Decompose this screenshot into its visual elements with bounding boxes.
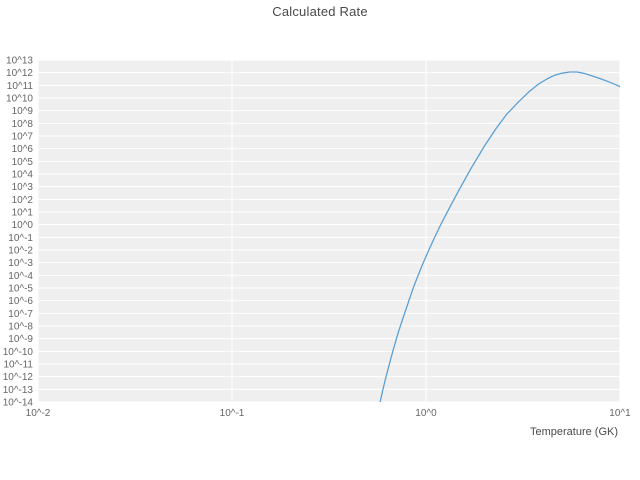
x-tick-label: 10^0 [415, 408, 437, 419]
y-tick-label: 10^-5 [8, 284, 33, 295]
y-tick-label: 10^6 [12, 144, 34, 155]
y-tick-label: 10^-12 [3, 372, 34, 383]
y-tick-label: 10^8 [12, 119, 34, 130]
y-tick-label: 10^12 [6, 68, 33, 79]
y-tick-label: 10^13 [6, 56, 33, 67]
y-tick-label: 10^-4 [8, 271, 33, 282]
y-tick-label: 10^2 [12, 195, 34, 206]
y-tick-label: 10^5 [12, 157, 34, 168]
y-tick-label: 10^0 [12, 220, 34, 231]
y-tick-label: 10^10 [6, 94, 33, 105]
y-tick-label: 10^-2 [8, 246, 33, 257]
x-tick-label: 10^-1 [220, 408, 245, 419]
y-tick-label: 10^1 [12, 208, 34, 219]
y-tick-label: 10^-14 [3, 398, 34, 409]
series-line-calculated-rate [379, 71, 620, 402]
y-tick-label: 10^-3 [8, 258, 33, 269]
y-tick-label: 10^9 [12, 106, 34, 117]
x-tick-label: 10^-2 [26, 408, 51, 419]
y-tick-label: 10^-11 [3, 360, 33, 371]
y-tick-label: 10^-1 [8, 233, 33, 244]
y-tick-label: 10^3 [12, 182, 34, 193]
y-tick-label: 10^-6 [8, 296, 33, 307]
y-tick-label: 10^-7 [8, 309, 33, 320]
plot-panel [38, 60, 620, 402]
y-tick-label: 10^-8 [8, 322, 33, 333]
y-tick-label: 10^4 [12, 170, 34, 181]
chart-title: Calculated Rate [272, 4, 368, 19]
y-tick-label: 10^7 [12, 132, 34, 143]
x-axis-label: Temperature (GK) [529, 426, 618, 438]
y-tick-label: 10^-9 [8, 334, 33, 345]
y-tick-label: 10^-13 [3, 385, 34, 396]
y-tick-label: 10^11 [7, 81, 34, 92]
x-tick-label: 10^1 [609, 408, 631, 419]
y-tick-label: 10^-10 [3, 347, 34, 358]
